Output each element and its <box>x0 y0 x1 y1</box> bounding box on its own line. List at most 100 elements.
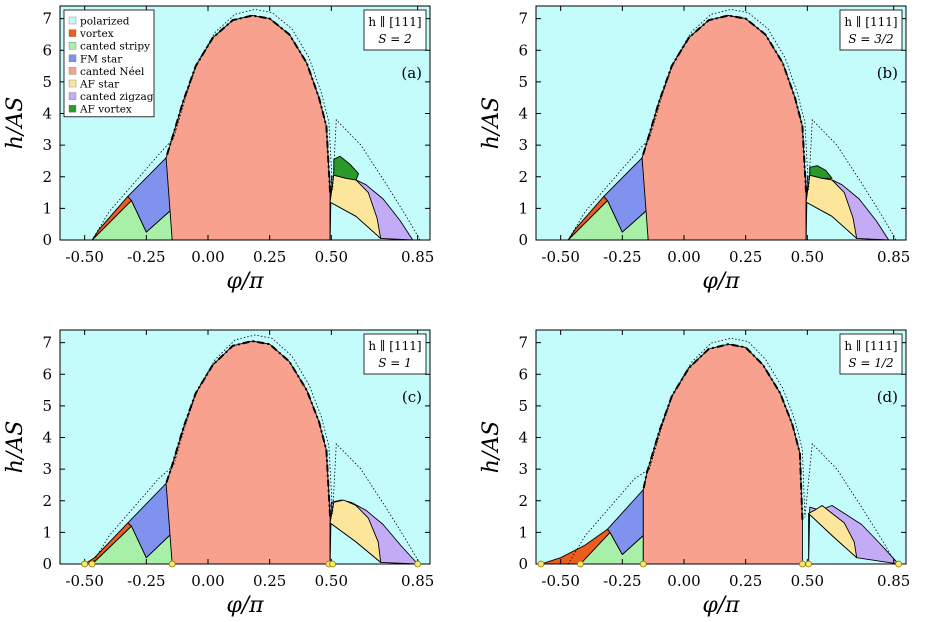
critical-point-marker <box>799 560 806 568</box>
plot-frame <box>59 329 431 565</box>
region-fm-star <box>607 489 644 555</box>
x-axis-label: φ/π <box>702 593 740 618</box>
legend-swatch-canted-stripy <box>68 42 77 50</box>
x-tick-label: 0.50 <box>791 572 824 590</box>
y-tick-label: 1 <box>518 523 528 541</box>
region-af-vortex <box>333 155 359 181</box>
classical-boundary-curve <box>567 337 897 565</box>
y-tick-label: 5 <box>42 73 52 91</box>
legend-swatch-polarized <box>68 16 77 25</box>
panel-c: -0.50 -0.25 0.00 0.25 0.50 0.85 0 1 2 3 4 5 6 7 φ/π h/A… <box>3 329 434 618</box>
y-tick-label: 4 <box>518 429 528 447</box>
y-tick-label: 0 <box>518 555 528 573</box>
y-tick-label: 5 <box>518 73 528 91</box>
classical-boundary-curve <box>567 8 897 241</box>
critical-point-marker <box>537 560 545 568</box>
y-axis-label: h/AS <box>479 421 504 474</box>
x-tick-label: 0.25 <box>253 248 286 266</box>
y-tick-label: 0 <box>42 555 52 573</box>
critical-point-marker <box>577 560 584 568</box>
x-tick-label: 0.00 <box>191 572 224 590</box>
legend-swatch-canted-zigzag <box>68 92 77 100</box>
y-tick-label: 1 <box>518 199 528 217</box>
y-tick-label: 3 <box>42 136 52 154</box>
classical-boundary-curve <box>91 8 421 241</box>
spin-label: S = 2 <box>378 32 412 46</box>
panel-b: -0.50 -0.25 0.00 0.25 0.50 0.85 0 1 2 3 4 5 6 7 φ/π h/A… <box>479 5 910 294</box>
region-fm-star <box>127 482 172 559</box>
plot-frame <box>535 329 907 565</box>
legend-entry-fm-star: FM star <box>80 53 123 65</box>
y-tick-label: 6 <box>518 41 528 59</box>
x-tick-label: 0.00 <box>667 248 700 266</box>
region-af-vortex <box>809 165 833 179</box>
x-tick-label: -0.25 <box>603 248 641 266</box>
x-tick-label: -0.25 <box>127 572 165 590</box>
info-box <box>839 9 903 51</box>
x-tick-label: -0.50 <box>65 248 103 266</box>
y-axis-label: h/AS <box>479 97 504 150</box>
critical-field-curve <box>165 340 332 517</box>
y-tick-label: 2 <box>518 492 528 510</box>
x-tick-label: 0.85 <box>401 248 434 266</box>
legend-swatch-fm-star <box>68 54 77 62</box>
y-tick-label: 5 <box>42 397 52 415</box>
x-tick-label: 0.50 <box>791 248 824 266</box>
critical-point-marker <box>639 560 647 568</box>
plot-frame <box>535 5 907 241</box>
critical-field-curve <box>642 343 804 520</box>
y-tick-label: 5 <box>518 397 528 415</box>
info-box <box>363 333 427 375</box>
legend-entry-canted-stripy: canted stripy <box>80 41 150 53</box>
critical-point-marker <box>895 560 902 568</box>
y-tick-label: 2 <box>42 168 52 186</box>
y-tick-label: 7 <box>42 10 52 28</box>
spin-label: S = 1 <box>378 356 412 370</box>
x-tick-label: 0.25 <box>253 572 286 590</box>
y-tick-label: 7 <box>518 10 528 28</box>
x-tick-label: 0.50 <box>315 248 348 266</box>
critical-point-marker <box>81 560 89 568</box>
x-axis-label: φ/π <box>226 593 264 618</box>
spin-label: S = 1/2 <box>848 356 893 370</box>
x-tick-label: -0.25 <box>127 248 165 266</box>
legend-entry-vortex: vortex <box>79 28 114 40</box>
info-box <box>363 9 427 51</box>
y-tick-label: 6 <box>42 41 52 59</box>
legend-box <box>63 9 155 118</box>
x-tick-label: 0.85 <box>877 248 910 266</box>
field-direction-label: h ∥ [111] <box>368 15 421 29</box>
field-direction-label: h ∥ [111] <box>368 339 421 353</box>
x-axis-label: φ/π <box>226 269 264 294</box>
y-tick-label: 3 <box>518 460 528 478</box>
legend-swatch-af-vortex <box>68 104 77 113</box>
legend-swatch-af-star <box>68 79 77 88</box>
panel-d: -0.50 -0.25 0.00 0.25 0.50 0.85 0 1 2 3 4 5 6 7 φ/π h/A… <box>479 329 910 618</box>
x-tick-label: 0.85 <box>401 572 434 590</box>
classical-boundary-curve <box>91 334 421 565</box>
panel-label: (b) <box>877 64 898 82</box>
legend-entry-af-vortex: AF vortex <box>79 104 132 116</box>
y-tick-label: 0 <box>518 231 528 249</box>
spin-label: S = 3/2 <box>848 32 893 46</box>
y-tick-label: 1 <box>42 199 52 217</box>
y-tick-label: 6 <box>518 365 528 383</box>
region-af-star <box>329 499 382 563</box>
x-tick-label: -0.50 <box>65 572 103 590</box>
legend-entry-af-star: AF star <box>79 79 120 91</box>
critical-point-marker <box>329 560 336 568</box>
x-tick-label: -0.25 <box>603 572 641 590</box>
x-tick-label: 0.25 <box>729 248 762 266</box>
x-tick-label: 0.00 <box>191 248 224 266</box>
y-tick-label: 6 <box>42 365 52 383</box>
y-tick-label: 4 <box>42 429 52 447</box>
x-tick-label: -0.50 <box>541 572 579 590</box>
panel-label: (a) <box>401 64 422 82</box>
region-af-star <box>808 505 858 559</box>
legend-swatch-vortex <box>68 29 77 37</box>
y-tick-label: 7 <box>42 334 52 352</box>
x-tick-label: 0.85 <box>877 572 910 590</box>
info-box <box>839 333 903 375</box>
plot-frame <box>59 5 431 241</box>
